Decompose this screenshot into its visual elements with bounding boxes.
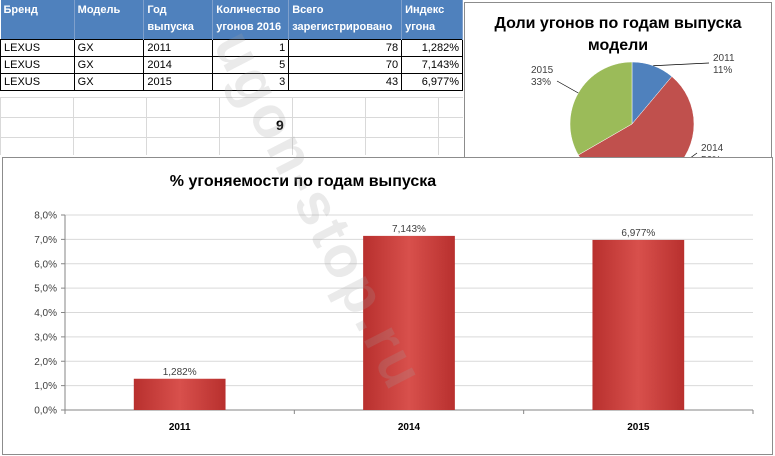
x-tick-label: 2011	[169, 422, 191, 433]
bar-chart-plot: 0,0% 1,0% 2,0% 3,0% 4,0% 5,0% 6,0% 7,0% 8,0% 1,28…	[34, 211, 754, 433]
pie-chart-title: Доли угонов по годам выпуска модели	[494, 15, 742, 54]
bar-2014[interactable]	[363, 235, 455, 410]
y-tick-label: 3,0%	[34, 332, 57, 343]
table-row: LEXUS GX 2014 5 70 7,143%	[0, 56, 463, 74]
cell-index[interactable]: 7,143%	[401, 56, 463, 74]
y-tick-label: 2,0%	[34, 357, 57, 368]
bar-chart-title: % угоняемости по годам выпуска	[169, 173, 437, 190]
cell-model[interactable]: GX	[73, 39, 145, 57]
cell-thefts[interactable]: 1	[212, 39, 290, 57]
bar-data-label: 6,977%	[621, 228, 655, 239]
y-tick-label: 7,0%	[34, 235, 57, 246]
y-tick-label: 8,0%	[34, 211, 57, 222]
bar-chart[interactable]: % угоняемости по годам выпуска 0,0% 1,0% 2…	[2, 157, 773, 455]
pie-leader-line	[653, 62, 710, 67]
bar-data-label: 1,282%	[163, 367, 197, 378]
table-row: LEXUS GX 2015 3 43 6,977%	[0, 73, 463, 91]
empty-cells[interactable]	[0, 97, 463, 155]
cell-registered[interactable]: 70	[288, 56, 403, 74]
y-tick-label: 0,0%	[34, 406, 57, 417]
total-thefts-cell[interactable]: 9	[276, 117, 284, 133]
pie-data-label-2011: 2011 11%	[713, 53, 735, 76]
header-thefts[interactable]: Количество угонов 2016	[212, 0, 290, 40]
table-header-row: Бренд Модель Год выпуска Количество угон…	[0, 0, 463, 40]
cell-brand[interactable]: LEXUS	[0, 73, 75, 91]
y-tick-label: 5,0%	[34, 284, 57, 295]
y-tick-label: 1,0%	[34, 381, 57, 392]
header-year[interactable]: Год выпуска	[143, 0, 214, 40]
bar-data-label: 7,143%	[392, 224, 426, 235]
cell-registered[interactable]: 78	[288, 39, 403, 57]
cell-brand[interactable]: LEXUS	[0, 39, 75, 57]
cell-thefts[interactable]: 5	[212, 56, 290, 74]
cell-brand[interactable]: LEXUS	[0, 56, 75, 74]
y-tick-label: 6,0%	[34, 259, 57, 270]
y-tick-label: 4,0%	[34, 308, 57, 319]
table-row: LEXUS GX 2011 1 78 1,282%	[0, 39, 463, 57]
header-index[interactable]: Индекс угона	[401, 0, 463, 40]
data-table: Бренд Модель Год выпуска Количество угон…	[0, 0, 463, 91]
spreadsheet: Бренд Модель Год выпуска Количество угон…	[0, 0, 463, 155]
cell-model[interactable]: GX	[73, 56, 145, 74]
bar-2015[interactable]	[592, 239, 685, 410]
pie-data-label-2015: 2015 33%	[531, 65, 554, 88]
cell-index[interactable]: 6,977%	[401, 73, 463, 91]
cell-index[interactable]: 1,282%	[401, 39, 463, 57]
header-brand[interactable]: Бренд	[0, 0, 75, 40]
cell-model[interactable]: GX	[73, 73, 145, 91]
x-tick-label: 2014	[398, 422, 421, 433]
cell-registered[interactable]: 43	[288, 73, 403, 91]
cell-year[interactable]: 2011	[143, 39, 214, 57]
bar-2011[interactable]	[133, 378, 226, 410]
pie-leader-line	[556, 80, 579, 94]
x-tick-label: 2015	[627, 422, 650, 433]
cell-year[interactable]: 2014	[143, 56, 214, 74]
cell-year[interactable]: 2015	[143, 73, 214, 91]
header-model[interactable]: Модель	[74, 0, 145, 40]
cell-thefts[interactable]: 3	[212, 73, 290, 91]
header-registered[interactable]: Всего зарегистрировано	[288, 0, 403, 40]
